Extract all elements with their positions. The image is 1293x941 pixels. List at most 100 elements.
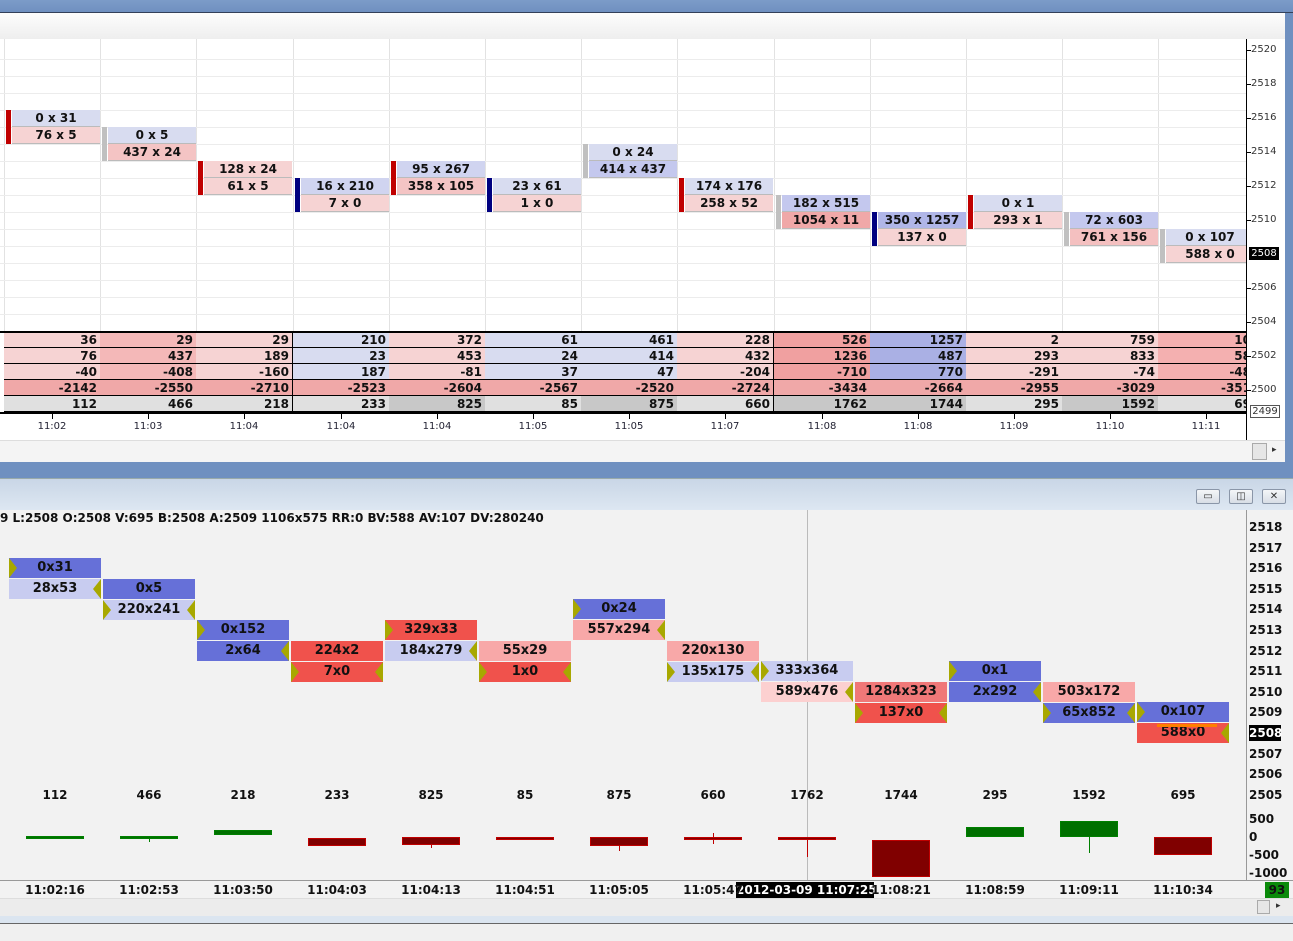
bid-cell: 588x0 <box>1137 723 1229 743</box>
time-label: 11:05 <box>518 421 548 432</box>
close-marker-icon <box>1033 682 1041 702</box>
grid-line-horizontal <box>0 263 1246 264</box>
time-label: 11:02 <box>37 421 67 432</box>
bid-cell: 1 x 0 <box>493 195 581 212</box>
bid-cell: 761 x 156 <box>1070 229 1158 246</box>
price-label: 2517 <box>1249 540 1283 555</box>
summary-cell: 228 <box>677 332 774 348</box>
scroll-right-arrow-icon[interactable]: ▸ <box>1276 900 1281 910</box>
time-tick <box>725 414 726 419</box>
ask-cell: 350 x 1257 <box>878 212 966 229</box>
summary-cell: -2604 <box>389 380 486 396</box>
summary-cell: 487 <box>870 348 967 364</box>
time-label: 11:11 <box>1191 421 1221 432</box>
time-tick <box>244 414 245 419</box>
grid-line-horizontal <box>0 212 1246 213</box>
delta-candle <box>308 838 366 846</box>
summary-cell: 453 <box>389 348 486 364</box>
time-label: 11:10 <box>1095 421 1125 432</box>
summary-cell: 210 <box>293 332 390 348</box>
time-tick <box>1014 414 1015 419</box>
grid-line-horizontal <box>0 280 1246 281</box>
bid-cell: 557x294 <box>573 620 665 640</box>
close-marker-icon <box>1221 723 1229 743</box>
bid-cell: 2x292 <box>949 682 1041 702</box>
price-label: 2516 <box>1249 561 1283 576</box>
time-tick <box>148 414 149 419</box>
summary-cell: 293 <box>966 348 1063 364</box>
time-label: 11:04 <box>422 421 452 432</box>
footprint-chart-top[interactable]: 0 x 31 76 x 5 36 76 -40 -2142 112 0 x 5 437 x 24… <box>0 39 1246 412</box>
restore-button[interactable]: ◫ <box>1229 489 1253 504</box>
grid-line-horizontal <box>0 59 1246 60</box>
summary-cell: 1744 <box>870 396 967 412</box>
grid-line-horizontal <box>0 229 1246 230</box>
price-tick <box>1247 50 1251 51</box>
volume-label: 660 <box>700 788 726 802</box>
summary-cell: -3434 <box>774 380 871 396</box>
summary-cell: 1257 <box>870 332 967 348</box>
summary-cell: 58 <box>1158 348 1246 364</box>
bar-marker <box>295 178 300 212</box>
grid-line-vertical <box>1062 39 1063 332</box>
summary-cell: 189 <box>196 348 293 364</box>
time-label: 11:08 <box>903 421 933 432</box>
open-marker-icon <box>761 661 769 681</box>
summary-cell: 36 <box>4 332 101 348</box>
ask-cell: 0x5 <box>103 579 195 599</box>
scroll-right-arrow-icon[interactable]: ▸ <box>1272 444 1277 454</box>
time-label: 11:03:50 <box>213 883 273 897</box>
top-window-titlebar <box>0 0 1293 13</box>
summary-cell: -81 <box>389 364 486 380</box>
ask-cell: 0 x 1 <box>974 195 1062 212</box>
footprint-chart-bottom[interactable]: 9 L:2508 O:2508 V:695 B:2508 A:2509 1106… <box>0 510 1246 880</box>
table-border <box>0 331 1246 333</box>
bar-marker <box>6 110 11 144</box>
open-marker-icon <box>1043 703 1051 723</box>
summary-cell: 1762 <box>774 396 871 412</box>
open-marker-icon <box>291 662 299 682</box>
bar-marker <box>391 161 396 195</box>
grid-line-vertical <box>581 39 582 332</box>
summary-cell: 61 <box>485 332 582 348</box>
delta-axis-label: 500 <box>1249 812 1275 826</box>
summary-cell: 112 <box>4 396 101 412</box>
summary-cell: 461 <box>581 332 678 348</box>
summary-cell: 660 <box>677 396 774 412</box>
summary-cell: 372 <box>389 332 486 348</box>
price-label: 2514 <box>1249 602 1283 617</box>
time-label: 11:05:47 <box>683 883 743 897</box>
price-label: 2509 <box>1249 705 1283 720</box>
delta-axis-label: -1000 <box>1249 866 1288 880</box>
summary-cell: 825 <box>389 396 486 412</box>
time-label: 11:04 <box>229 421 259 432</box>
bid-cell: 61 x 5 <box>204 178 292 195</box>
bid-cell: 293 x 1 <box>974 212 1062 229</box>
ask-cell: 503x172 <box>1043 682 1135 702</box>
scroll-thumb[interactable] <box>1257 900 1270 914</box>
scroll-thumb[interactable] <box>1252 443 1267 460</box>
grid-line-horizontal <box>0 110 1246 111</box>
summary-cell: -2724 <box>677 380 774 396</box>
price-tick <box>1247 152 1251 153</box>
summary-cell: 218 <box>196 396 293 412</box>
summary-cell: 85 <box>485 396 582 412</box>
bottom-horizontal-scrollbar[interactable]: ▸ <box>0 898 1293 916</box>
top-horizontal-scrollbar[interactable]: ▸ <box>0 440 1285 462</box>
grid-line-horizontal <box>0 195 1246 196</box>
grid-line-vertical <box>100 39 101 332</box>
ask-cell: 0 x 107 <box>1166 229 1246 246</box>
last-price-badge: 2508 <box>1249 725 1283 741</box>
close-button[interactable]: ✕ <box>1262 489 1286 504</box>
time-label: 11:10:34 <box>1153 883 1213 897</box>
grid-line-horizontal <box>0 246 1246 247</box>
grid-line-vertical <box>677 39 678 332</box>
bar-marker <box>583 144 588 178</box>
close-marker-icon <box>187 600 195 620</box>
price-label: 2502 <box>1251 350 1277 361</box>
time-tick <box>822 414 823 419</box>
minimize-button[interactable]: ▭ <box>1196 489 1220 504</box>
summary-cell: -2710 <box>196 380 293 396</box>
summary-cell: -2142 <box>4 380 101 396</box>
price-tick <box>1247 356 1251 357</box>
